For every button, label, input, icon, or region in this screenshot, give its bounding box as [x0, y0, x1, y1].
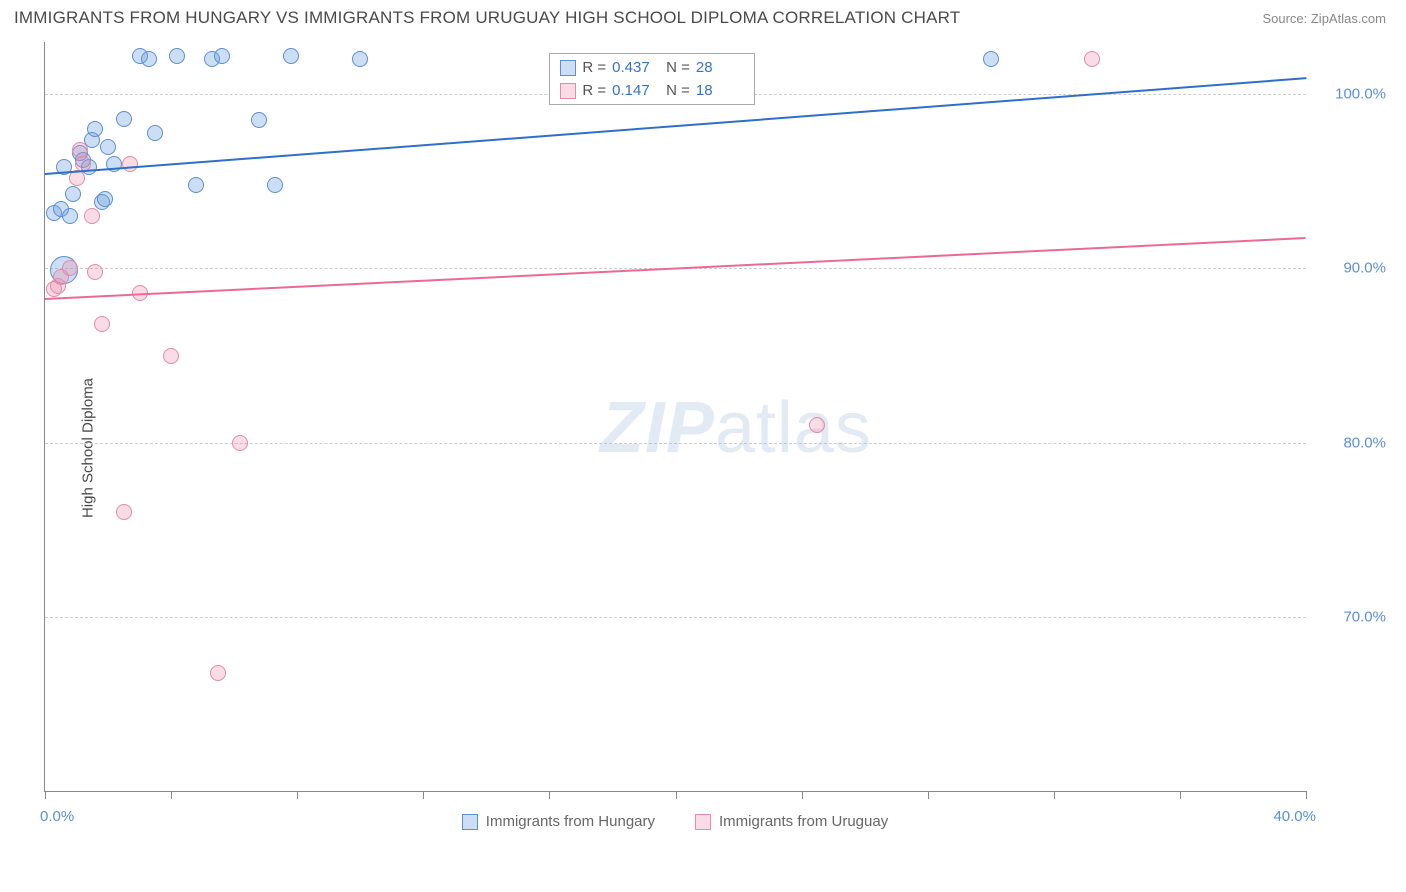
- scatter-point-hungary: [116, 111, 132, 127]
- scatter-point-hungary: [62, 208, 78, 224]
- scatter-point-uruguay: [210, 665, 226, 681]
- legend-item-hungary: Immigrants from Hungary: [462, 813, 655, 830]
- scatter-point-uruguay: [62, 260, 78, 276]
- legend-swatch-icon: [560, 83, 576, 99]
- scatter-point-uruguay: [116, 504, 132, 520]
- stat-n-label: N =: [666, 80, 690, 101]
- legend-swatch-icon: [462, 814, 478, 830]
- stat-r-value: 0.147: [612, 80, 660, 101]
- legend-label: Immigrants from Hungary: [486, 813, 655, 830]
- scatter-point-hungary: [147, 125, 163, 141]
- scatter-point-hungary: [251, 112, 267, 128]
- source-prefix: Source:: [1262, 11, 1310, 26]
- x-tick: [171, 791, 172, 799]
- scatter-point-hungary: [983, 51, 999, 67]
- chart-title: IMMIGRANTS FROM HUNGARY VS IMMIGRANTS FR…: [14, 8, 960, 28]
- stat-row-hungary: R = 0.437 N = 28: [550, 56, 754, 79]
- y-tick-label: 100.0%: [1316, 86, 1386, 103]
- watermark: ZIPatlas: [600, 387, 872, 469]
- scatter-point-uruguay: [232, 435, 248, 451]
- scatter-point-uruguay: [122, 156, 138, 172]
- stat-r-label: R =: [582, 57, 606, 78]
- x-tick: [549, 791, 550, 799]
- scatter-point-uruguay: [163, 348, 179, 364]
- chart-area: High School Diploma 70.0%80.0%90.0%100.0…: [0, 32, 1406, 864]
- series-legend: Immigrants from Hungary Immigrants from U…: [44, 813, 1306, 830]
- stat-n-value: 18: [696, 80, 744, 101]
- scatter-point-hungary: [65, 186, 81, 202]
- scatter-point-hungary: [97, 191, 113, 207]
- legend-label: Immigrants from Uruguay: [719, 813, 888, 830]
- x-tick: [423, 791, 424, 799]
- scatter-point-uruguay: [1084, 51, 1100, 67]
- scatter-point-hungary: [141, 51, 157, 67]
- scatter-point-uruguay: [84, 208, 100, 224]
- legend-swatch-icon: [560, 60, 576, 76]
- y-tick-label: 80.0%: [1316, 434, 1386, 451]
- chart-header: IMMIGRANTS FROM HUNGARY VS IMMIGRANTS FR…: [0, 0, 1406, 32]
- legend-swatch-icon: [695, 814, 711, 830]
- gridline-h: [45, 617, 1306, 618]
- source-credit: Source: ZipAtlas.com: [1262, 11, 1386, 26]
- stat-legend: R = 0.437 N = 28 R = 0.147 N = 18: [549, 53, 755, 105]
- plot-region: 70.0%80.0%90.0%100.0%ZIPatlasR =0.437N =…: [44, 42, 1306, 792]
- x-tick: [45, 791, 46, 799]
- scatter-point-hungary: [283, 48, 299, 64]
- stat-row-uruguay: R = 0.147 N = 18: [550, 79, 754, 102]
- stat-r-value: 0.437: [612, 57, 660, 78]
- stat-n-value: 28: [696, 57, 744, 78]
- scatter-point-uruguay: [87, 264, 103, 280]
- scatter-point-hungary: [87, 121, 103, 137]
- scatter-point-hungary: [352, 51, 368, 67]
- legend-item-uruguay: Immigrants from Uruguay: [695, 813, 888, 830]
- x-tick: [928, 791, 929, 799]
- stat-r-label: R =: [582, 80, 606, 101]
- source-name: ZipAtlas.com: [1311, 11, 1386, 26]
- scatter-point-hungary: [169, 48, 185, 64]
- scatter-point-uruguay: [94, 316, 110, 332]
- scatter-point-uruguay: [809, 417, 825, 433]
- x-tick: [1306, 791, 1307, 799]
- x-tick: [1054, 791, 1055, 799]
- scatter-point-hungary: [214, 48, 230, 64]
- y-tick-label: 70.0%: [1316, 608, 1386, 625]
- scatter-point-hungary: [267, 177, 283, 193]
- x-tick: [676, 791, 677, 799]
- x-tick: [1180, 791, 1181, 799]
- y-tick-label: 90.0%: [1316, 260, 1386, 277]
- scatter-point-hungary: [100, 139, 116, 155]
- x-tick: [802, 791, 803, 799]
- x-tick: [297, 791, 298, 799]
- scatter-point-hungary: [188, 177, 204, 193]
- stat-n-label: N =: [666, 57, 690, 78]
